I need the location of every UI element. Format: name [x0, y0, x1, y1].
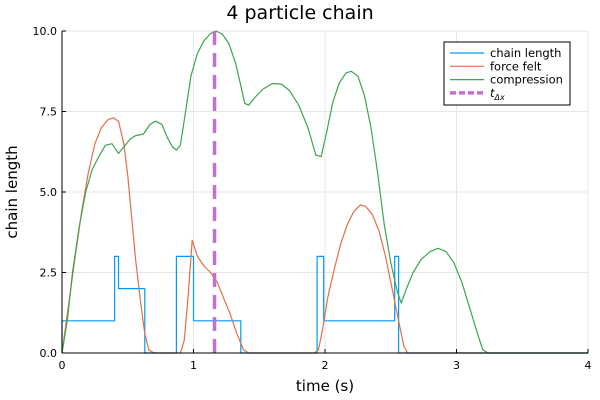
y-axis-label: chain length	[3, 145, 21, 238]
axis-ticks: 0 1 2 3 4 0.0 2.5 5.0 7.5 10.0	[33, 25, 592, 372]
legend-label-subscript: Δx	[494, 93, 505, 102]
legend-label: force felt	[490, 59, 542, 73]
y-tick-label: 5.0	[40, 186, 58, 199]
x-tick-label: 3	[453, 359, 460, 372]
series-line-force-felt	[61, 117, 588, 354]
y-tick-label: 7.5	[40, 106, 58, 119]
x-tick-label: 2	[322, 359, 329, 372]
y-tick-label: 2.5	[40, 267, 58, 280]
x-tick-label: 4	[585, 359, 592, 372]
x-tick-label: 0	[59, 359, 66, 372]
y-tick-label: 0.0	[40, 347, 58, 360]
legend-label: chain length	[490, 46, 561, 60]
legend-label: compression	[490, 73, 563, 87]
chart-title: 4 particle chain	[226, 2, 373, 24]
plot-area	[61, 30, 588, 354]
x-tick-label: 1	[190, 359, 197, 372]
x-axis-label: time (s)	[296, 377, 354, 395]
series-line-compression	[61, 30, 588, 354]
y-tick-label: 10.0	[33, 25, 58, 38]
